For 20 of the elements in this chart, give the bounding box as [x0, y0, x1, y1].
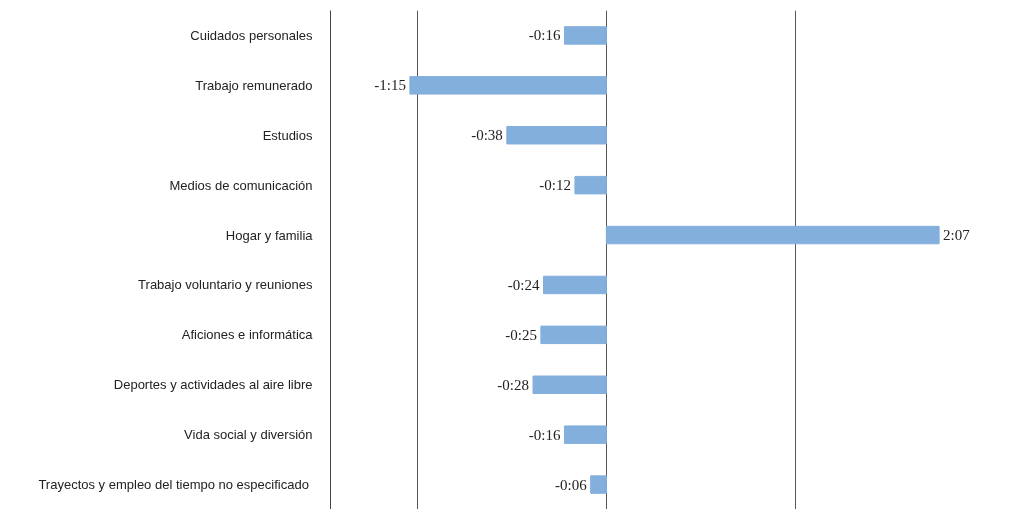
data-label: -0:25 — [505, 326, 537, 343]
y-tick-label: Deportes y actividades al aire libre — [113, 377, 313, 393]
y-tick-label: Hogar y familia — [225, 227, 314, 243]
data-label: -0:28 — [497, 376, 530, 393]
y-tick-label: Vida social y diversión — [184, 427, 313, 443]
y-tick-label: Trayectos y empleo del tiempo no especificado — [38, 477, 309, 493]
data-label: -0:12 — [539, 177, 571, 194]
data-label: -0:16 — [528, 426, 561, 443]
data-label: -0:24 — [507, 276, 540, 293]
y-tick-label: Trabajo voluntario y reuniones — [138, 277, 313, 293]
y-tick-label: Aficiones e informática — [181, 327, 314, 343]
data-label: -0:38 — [471, 127, 503, 144]
data-label: -0:06 — [555, 476, 588, 493]
data-label: -1:15 — [374, 77, 406, 94]
data-label: 2:07 — [943, 227, 971, 244]
y-tick-label: Trabajo remunerado — [195, 77, 313, 93]
y-tick-label: Cuidados personales — [190, 27, 313, 43]
y-tick-label: Medios de comunicación — [169, 177, 313, 193]
data-label: -0:16 — [528, 27, 561, 44]
y-tick-label: Estudios — [262, 127, 313, 143]
